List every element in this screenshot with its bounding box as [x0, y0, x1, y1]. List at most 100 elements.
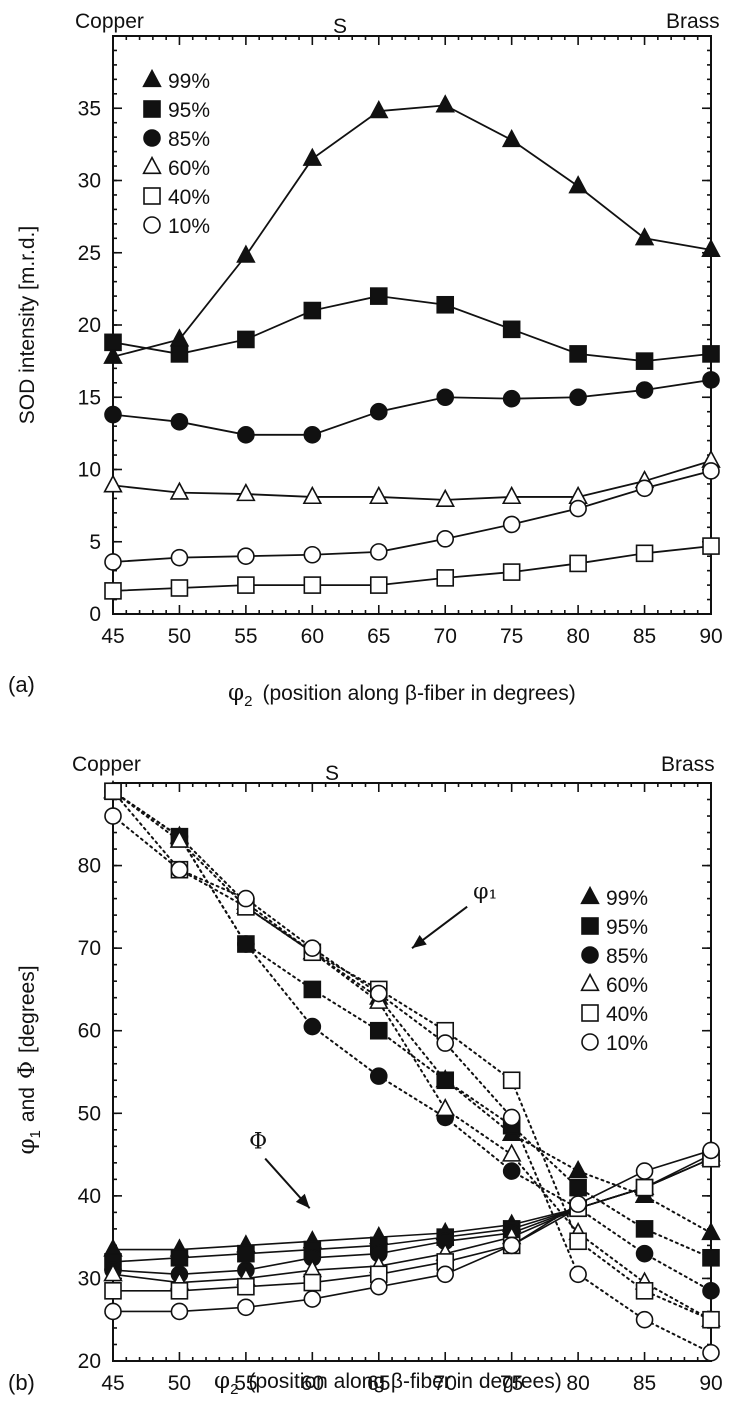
Phi-point-10pct [237, 1298, 255, 1317]
legend-label: 99% [168, 70, 210, 93]
phi1-point-40pct [702, 1310, 720, 1329]
data-point-60pct [169, 481, 190, 500]
data-point-95pct [237, 330, 255, 349]
data-point-40pct [702, 537, 720, 555]
legend-marker-85pct [581, 946, 599, 964]
legend-marker-99pct [142, 68, 162, 88]
Phi-line-40pct [113, 1157, 712, 1292]
data-point-60pct [501, 485, 522, 505]
data-point-10pct [237, 547, 255, 566]
y-tick-label: 30 [78, 170, 101, 193]
x-tick-label: 60 [301, 1372, 324, 1395]
Phi-point-10pct [569, 1195, 587, 1213]
phi1-point-10pct [436, 1034, 455, 1052]
legend-label: 10% [606, 1032, 648, 1055]
x-axis-symbol-b: φ [214, 1368, 230, 1394]
y-tick-label: 5 [89, 531, 101, 554]
x-tick-label: 55 [234, 1372, 257, 1395]
y-axis-sub1-b: 1 [27, 1130, 44, 1138]
x-tick-label: 75 [500, 625, 523, 648]
data-point-10pct [369, 543, 388, 561]
legend-label: 40% [606, 1003, 648, 1026]
Phi-line-60pct [112, 1153, 712, 1284]
y-tick-label: 80 [78, 855, 101, 878]
series-line-60pct [112, 459, 712, 501]
data-point-40pct [502, 563, 521, 581]
series-line-40pct [112, 545, 712, 592]
x-tick-label: 55 [234, 625, 257, 648]
x-tick-label: 70 [434, 625, 457, 648]
y-tick-label: 40 [78, 1185, 101, 1208]
legend-label: 95% [606, 916, 648, 939]
y-tick-label: 0 [89, 603, 101, 626]
phi1-point-85pct [502, 1162, 521, 1180]
data-point-95pct [436, 295, 455, 314]
data-point-10pct [303, 545, 322, 564]
x-axis-text-b: (position along β-fiber in degrees) [248, 1370, 561, 1393]
legend-marker-95pct [581, 917, 599, 935]
phi1-point-10pct [237, 889, 255, 908]
x-tick-label: 65 [367, 625, 390, 648]
data-point-95pct [635, 352, 654, 370]
phi1-point-95pct [635, 1220, 654, 1238]
series-line-10pct [112, 470, 712, 563]
phi1-line-40pct [112, 790, 712, 1321]
data-point-85pct [303, 426, 322, 444]
x-axis-subscript-a: 2 [244, 693, 252, 710]
top-label-s: S [333, 15, 347, 38]
phi1-point-60pct [435, 1098, 455, 1117]
Phi-line-95pct [112, 1157, 712, 1263]
phi1-point-85pct [303, 1017, 322, 1036]
x-tick-label: 50 [168, 1372, 191, 1395]
phi1-point-40pct [635, 1282, 654, 1300]
legend-b: 99% 95% 85% 60% 40% 10% [580, 885, 648, 1055]
data-point-10pct [702, 462, 720, 480]
data-point-10pct [635, 479, 654, 498]
data-point-40pct [104, 582, 122, 600]
y-tick-label: 35 [78, 97, 101, 120]
Phi-point-60pct [103, 1263, 123, 1282]
x-tick-label: 80 [566, 625, 589, 648]
legend-label: 85% [168, 128, 210, 151]
legend-marker-85pct [143, 129, 161, 147]
legend-a: 99% 95% 85% 60% 40% 10% [142, 68, 210, 238]
y-axis-symbol2-b: Φ [15, 1061, 40, 1079]
x-axis-subscript-b: 2 [230, 1381, 238, 1398]
y-axis-label-b: φ1 and Φ [degrees] [14, 965, 44, 1154]
phi1-point-95pct [702, 1248, 720, 1267]
phi1-point-40pct [569, 1232, 587, 1251]
x-axis-text-a: (position along β-fiber in degrees) [262, 682, 575, 705]
data-point-99pct [103, 345, 123, 364]
panel-label-b: (b) [8, 1370, 35, 1395]
phi1-point-85pct [702, 1282, 720, 1300]
data-point-85pct [436, 388, 455, 407]
series-line-99pct [112, 104, 712, 358]
Phi-point-10pct [303, 1290, 322, 1308]
y-tick-label: 20 [78, 314, 101, 337]
y-tick-label: 20 [78, 1350, 101, 1373]
x-tick-label: 80 [566, 1372, 589, 1395]
phi1-point-10pct [702, 1343, 720, 1362]
legend-label: 99% [606, 887, 648, 910]
data-point-40pct [369, 576, 388, 594]
data-point-60pct [236, 482, 256, 502]
top-label-brass-b: Brass [661, 753, 715, 776]
Phi-point-40pct [303, 1273, 322, 1292]
data-point-99pct [435, 94, 455, 113]
Phi-point-10pct [369, 1277, 388, 1296]
Phi-point-10pct [702, 1141, 720, 1160]
data-point-10pct [170, 548, 189, 567]
data-point-99pct [369, 100, 389, 119]
data-point-99pct [701, 238, 721, 257]
phi1-point-10pct [369, 984, 388, 1003]
panel-b: Copper S Brass 45 50 55 60 65 70 75 80 85 90 20 30 4… [8, 753, 723, 1398]
data-point-40pct [237, 576, 255, 594]
phi1-point-10pct [502, 1108, 521, 1127]
data-point-99pct [302, 147, 323, 166]
annotation-label: φ₁ [473, 880, 497, 905]
Phi-point-95pct [237, 1244, 255, 1263]
data-point-60pct [302, 485, 323, 505]
series-line-95pct [112, 295, 712, 363]
y-tick-label: 60 [78, 1020, 101, 1043]
y-axis-rest-b: [degrees] [16, 965, 39, 1053]
